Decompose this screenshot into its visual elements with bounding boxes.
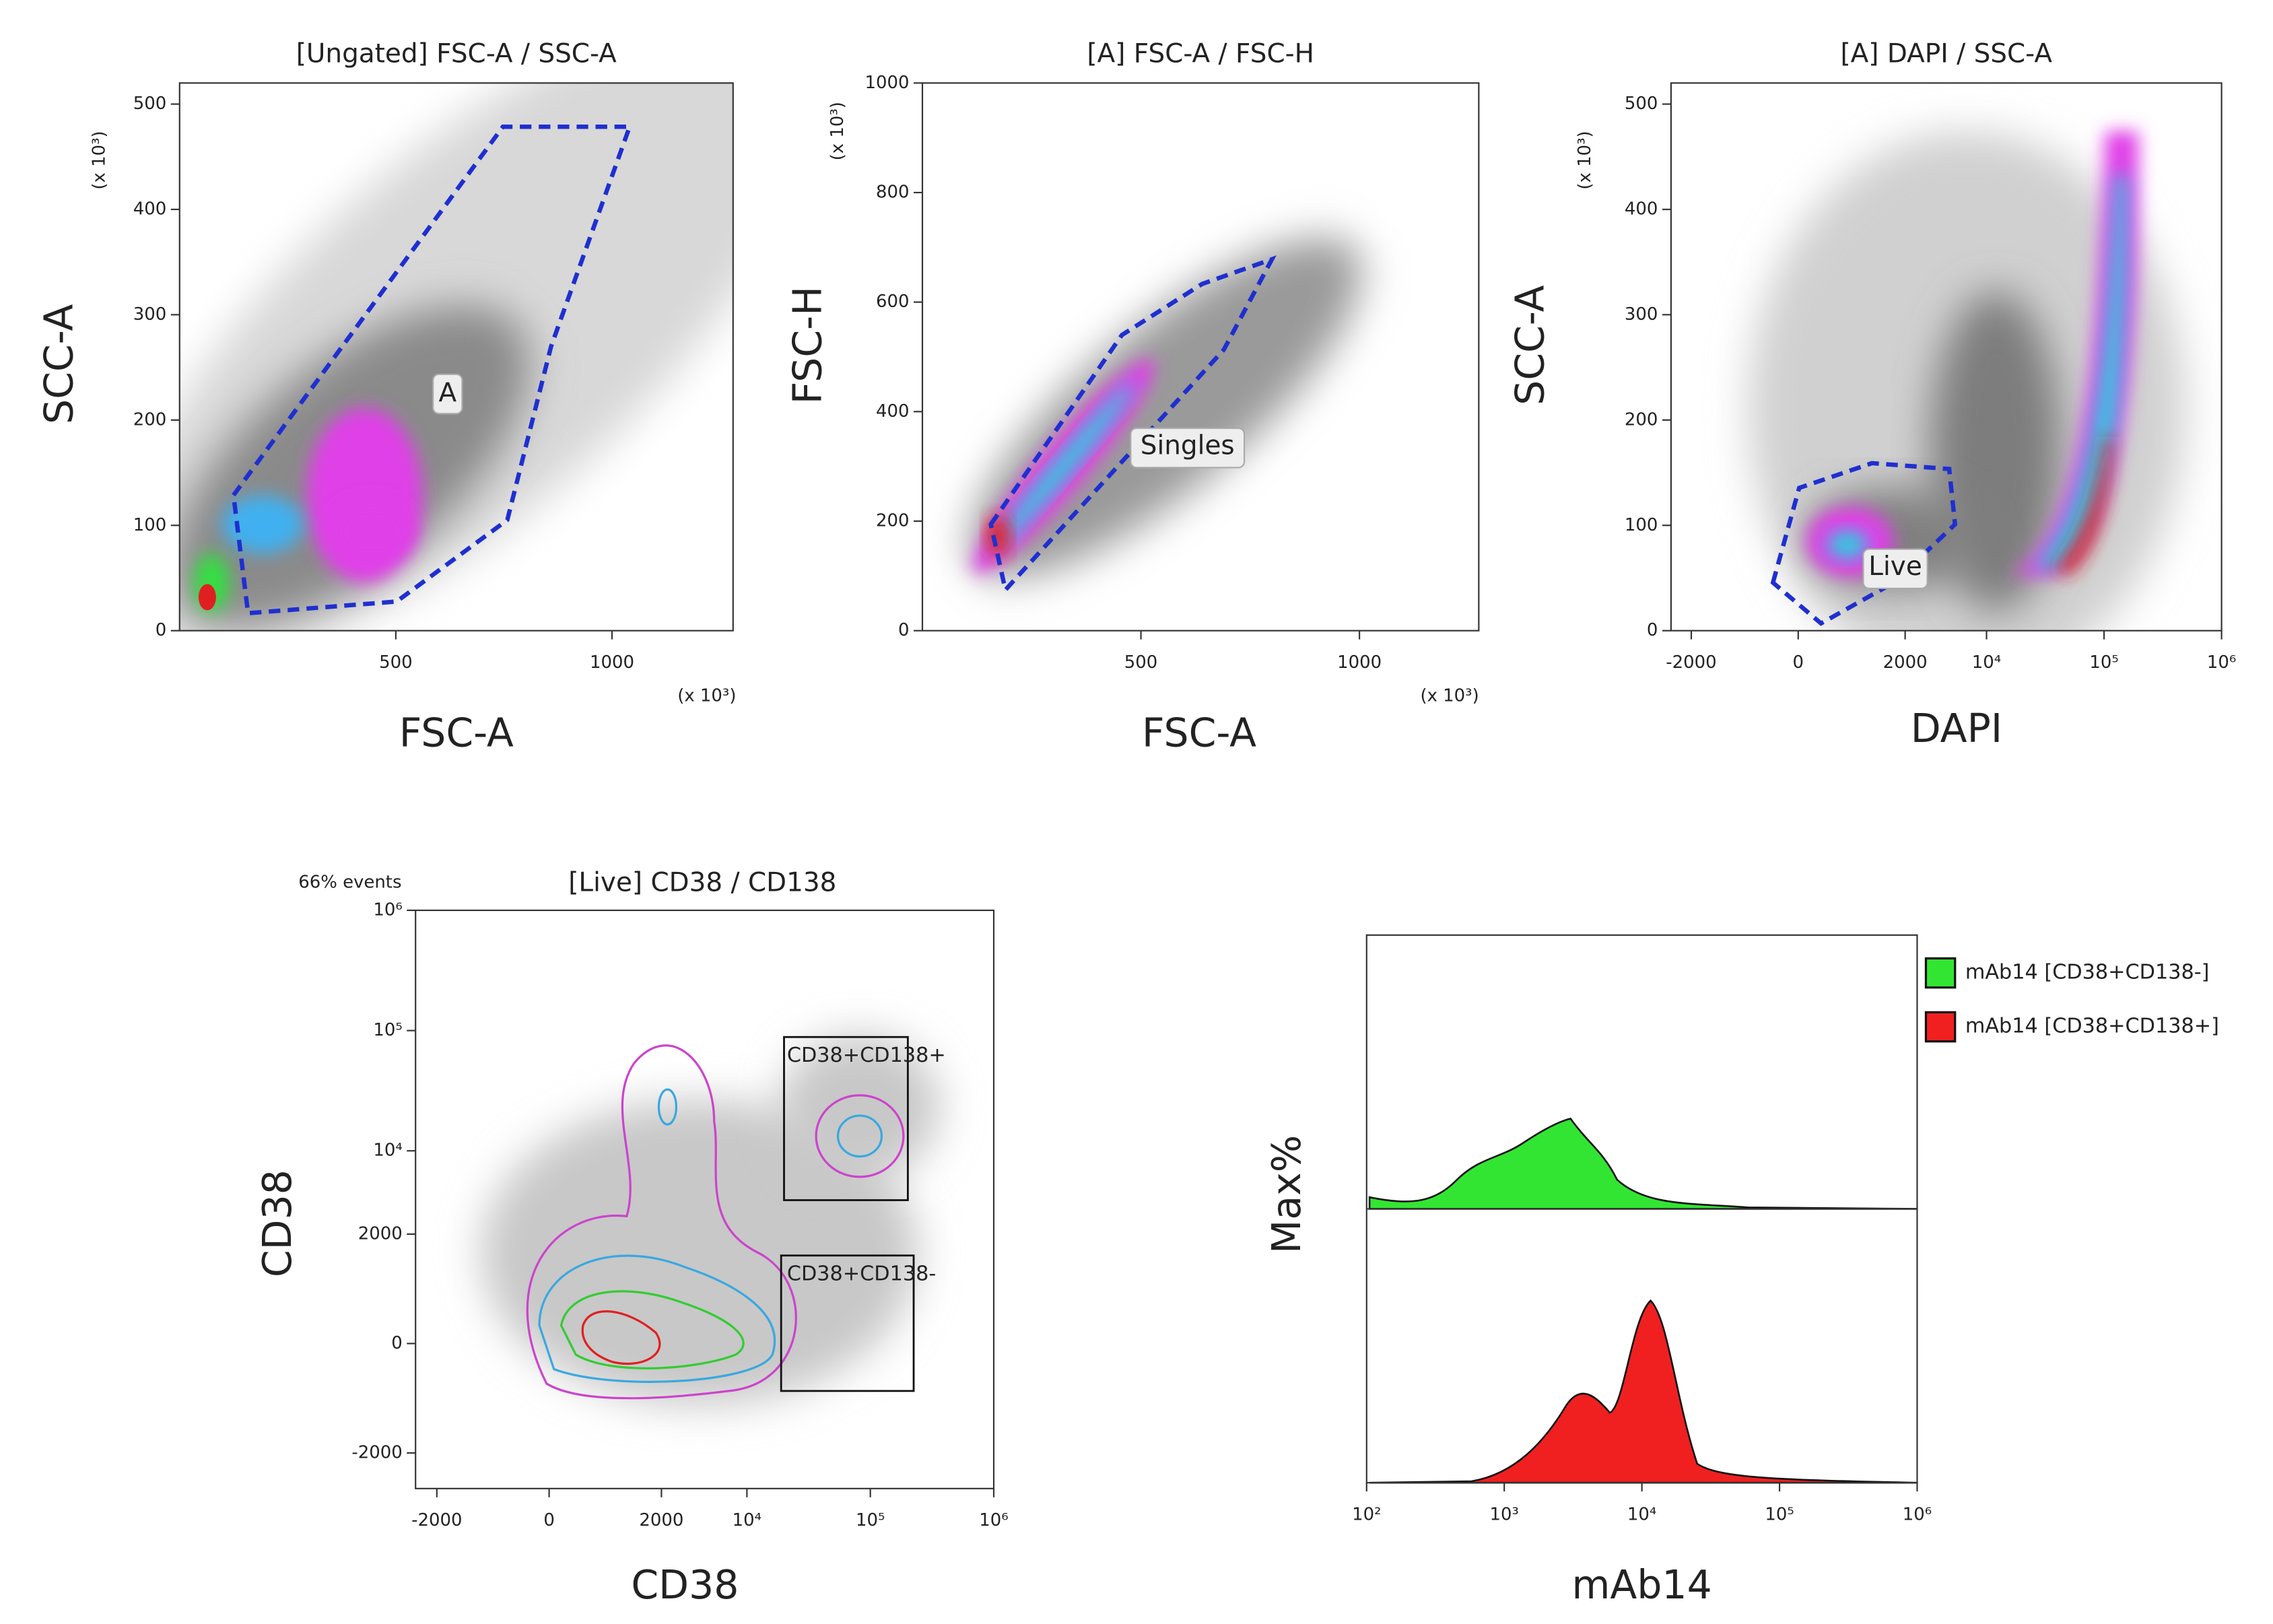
chart-title: [Live] CD38 / CD138 (568, 868, 836, 898)
gate-label: A (438, 378, 456, 409)
y-tick-label: 500 (1625, 94, 1658, 114)
y-tick-label: 200 (1625, 409, 1658, 430)
y-multiplier: (x 10³) (827, 102, 848, 160)
y-tick-label: 200 (876, 511, 910, 531)
y-axis-label: SCC-A (36, 304, 82, 424)
y-tick-label: 400 (133, 199, 167, 219)
plot-frame (178, 82, 734, 632)
chart-title: [Ungated] FSC-A / SSC-A (296, 39, 617, 69)
x-tick-label: 10⁴ (733, 1510, 761, 1530)
y-axis-label: CD38 (255, 1170, 300, 1277)
x-tick-label: 1000 (1337, 652, 1382, 673)
x-multiplier: (x 10³) (677, 686, 736, 706)
x-tick-label: 10⁴ (1627, 1504, 1656, 1524)
y-tick-label: 600 (876, 292, 910, 312)
y-tick-label: 500 (133, 94, 167, 114)
x-tick-label: 0 (1793, 652, 1804, 673)
legend-label: mAb14 [CD38+CD138+] (1965, 1015, 2219, 1038)
x-tick-label: 500 (379, 652, 413, 673)
plot-frame (1365, 934, 1918, 1484)
gate (1770, 461, 1958, 626)
histogram-area (1368, 1117, 1918, 1210)
y-tick-label: 0 (1647, 620, 1658, 640)
x-axis-label: DAPI (1911, 706, 2002, 751)
chart-title: [A] FSC-A / FSC-H (1087, 39, 1314, 69)
gate-label: Singles (1141, 431, 1235, 461)
gate-label-box (432, 373, 463, 415)
gate (988, 255, 1277, 595)
y-axis-label: SCC-A (1507, 285, 1553, 405)
gate-label-box (1130, 427, 1246, 469)
y-tick-label: 10⁴ (373, 1141, 402, 1161)
x-tick-label: -2000 (411, 1510, 462, 1530)
x-tick-label: 2000 (1883, 652, 1928, 673)
y-tick-label: 400 (876, 401, 910, 421)
x-tick-label: 1000 (590, 652, 634, 673)
x-axis-label: mAb14 (1572, 1562, 1712, 1608)
y-tick-label: 300 (1625, 304, 1658, 325)
gate-label-box (1862, 548, 1928, 590)
gate (783, 1036, 909, 1201)
y-tick-label: 300 (133, 304, 167, 325)
y-multiplier: (x 10³) (89, 131, 109, 189)
legend-swatch (1924, 957, 1957, 989)
plot-frame (921, 82, 1480, 632)
y-tick-label: 100 (133, 515, 167, 535)
gate-label: Live (1868, 551, 1922, 582)
density-cloud (481, 1034, 940, 1406)
x-tick-label: 500 (1124, 652, 1158, 673)
y-tick-label: 100 (1625, 515, 1658, 535)
plot-frame (1670, 82, 2223, 632)
y-tick-label: 0 (156, 620, 167, 640)
x-tick-label: -2000 (1666, 652, 1716, 673)
gate-label: CD38+CD138- (787, 1262, 936, 1285)
legend-swatch (1924, 1011, 1957, 1043)
x-tick-label: 2000 (639, 1510, 683, 1530)
gate (780, 1254, 915, 1392)
y-tick-label: 400 (1625, 199, 1658, 219)
x-tick-label: 10⁶ (2207, 652, 2236, 673)
x-tick-label: 10⁶ (979, 1510, 1008, 1530)
x-tick-label: 0 (543, 1510, 555, 1530)
x-tick-label: 10² (1352, 1504, 1381, 1524)
note: 66% events (298, 872, 401, 892)
y-multiplier: (x 10³) (1575, 131, 1595, 189)
y-tick-label: 1000 (865, 73, 910, 93)
x-tick-label: 10⁴ (1972, 652, 2001, 673)
x-multiplier: (x 10³) (1420, 686, 1479, 706)
x-axis-label: FSC-A (1142, 710, 1256, 756)
y-tick-label: 800 (876, 182, 910, 202)
x-tick-label: 10⁶ (1903, 1504, 1932, 1524)
y-tick-label: 2000 (358, 1223, 403, 1244)
legend-label: mAb14 [CD38+CD138-] (1965, 961, 2210, 984)
y-tick-label: 200 (133, 409, 167, 430)
y-axis-label: FSC-H (785, 286, 831, 404)
chart-title: [A] DAPI / SSC-A (1841, 39, 2053, 69)
y-tick-label: 0 (898, 620, 910, 640)
x-axis-label: CD38 (631, 1562, 739, 1608)
y-tick-label: 0 (391, 1333, 403, 1353)
y-tick-label: -2000 (351, 1442, 402, 1462)
density-cloud (1748, 131, 2185, 631)
x-tick-label: 10⁵ (856, 1510, 885, 1530)
gate-label: CD38+CD138+ (787, 1044, 946, 1067)
histogram-area (1369, 1299, 1918, 1484)
gate (231, 124, 633, 616)
y-axis-label: Max% (1264, 1135, 1310, 1254)
y-tick-label: 10⁵ (373, 1020, 402, 1040)
legend: mAb14 [CD38+CD138-] mAb14 [CD38+CD138+] (1924, 957, 2219, 1043)
plot-frame (415, 909, 995, 1489)
x-tick-label: 10⁵ (1765, 1504, 1794, 1524)
density-cloud (969, 237, 1363, 579)
x-tick-label: 10³ (1490, 1504, 1519, 1524)
y-tick-label: 10⁶ (373, 900, 402, 920)
x-axis-label: FSC-A (399, 710, 514, 756)
x-tick-label: 10⁵ (2089, 652, 2118, 673)
